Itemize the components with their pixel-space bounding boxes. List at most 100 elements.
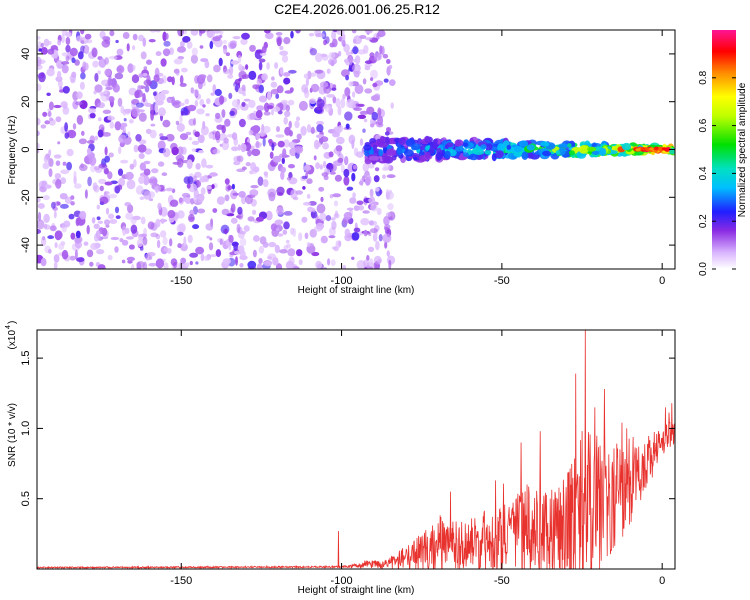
noise-blob (143, 227, 148, 235)
noise-blob (127, 131, 131, 137)
noise-blob (388, 65, 393, 69)
noise-blob (173, 58, 183, 65)
noise-blob (295, 30, 301, 34)
noise-blob (240, 231, 247, 235)
noise-blob (302, 201, 312, 206)
noise-blob (271, 76, 275, 81)
noise-blob (126, 43, 130, 52)
noise-blob (53, 104, 62, 109)
noise-blob (365, 37, 373, 41)
noise-blob (342, 264, 347, 269)
noise-blob (199, 177, 207, 183)
noise-blob (255, 140, 260, 149)
noise-blob (343, 211, 353, 220)
noise-blob (316, 203, 326, 214)
noise-blob (74, 236, 81, 244)
noise-blob (162, 119, 171, 128)
noise-blob (274, 244, 280, 254)
noise-blob (80, 163, 84, 169)
noise-blob (233, 241, 239, 252)
noise-blob (97, 129, 104, 138)
noise-blob (241, 84, 246, 92)
noise-blob (160, 90, 170, 95)
noise-blob (356, 200, 364, 206)
noise-blob (262, 241, 269, 248)
noise-blob (88, 156, 97, 166)
noise-blob (302, 186, 306, 190)
noise-blob (348, 55, 353, 64)
noise-blob (263, 111, 271, 116)
noise-blob (237, 206, 243, 215)
noise-blob (354, 84, 364, 95)
noise-blob (186, 41, 193, 49)
noise-blob (195, 246, 205, 255)
noise-blob (49, 225, 57, 232)
noise-blob (116, 48, 124, 56)
noise-blob (382, 174, 386, 179)
noise-blob (147, 221, 155, 230)
noise-blob (117, 97, 123, 107)
noise-blob (335, 145, 343, 152)
noise-blob (215, 112, 221, 120)
noise-blob (129, 119, 134, 124)
noise-blob (105, 86, 113, 91)
noise-blob (296, 116, 300, 121)
noise-blob (180, 257, 187, 264)
noise-blob (57, 141, 61, 145)
noise-blob (326, 68, 331, 74)
noise-blob (165, 133, 175, 142)
noise-blob (93, 90, 97, 95)
noise-blob (70, 195, 75, 200)
noise-blob (43, 155, 49, 163)
noise-blob (96, 249, 105, 255)
noise-blob (327, 258, 331, 266)
noise-blob (71, 71, 77, 79)
noise-blob (43, 38, 50, 47)
noise-blob (279, 46, 284, 50)
noise-blob (331, 220, 337, 230)
noise-blob (65, 37, 71, 45)
noise-blob (114, 206, 120, 214)
noise-blob (330, 60, 335, 67)
noise-blob (190, 54, 198, 64)
noise-blob (74, 59, 80, 66)
noise-blob (330, 259, 336, 267)
noise-blob (316, 124, 324, 133)
noise-blob (43, 224, 51, 230)
noise-blob (184, 98, 190, 105)
noise-blob (359, 110, 369, 115)
noise-blob (369, 188, 374, 198)
noise-blob (319, 212, 327, 222)
y-tick-label: 1.5 (20, 350, 32, 365)
noise-blob (268, 139, 273, 144)
noise-blob (213, 64, 221, 73)
noise-blob (104, 191, 110, 195)
noise-blob (304, 232, 309, 240)
noise-blob (382, 53, 389, 59)
noise-blob (205, 164, 214, 169)
noise-blob (258, 245, 265, 254)
noise-blob (183, 30, 187, 35)
noise-blob (276, 37, 282, 47)
noise-blob (230, 60, 239, 65)
colorbar: 0.0 0.2 0.4 0.6 0.8 Normalized spectral ampl… (698, 30, 748, 276)
noise-blob (353, 107, 363, 111)
noise-blob (67, 129, 77, 139)
spectrogram-panel: -150 -100 -50 0 -40 -20 0 20 40 Height of strai… (7, 29, 676, 296)
noise-blob (157, 140, 166, 151)
noise-blob (180, 40, 185, 48)
noise-blob (136, 261, 145, 269)
signal-blob (558, 147, 566, 156)
noise-blob (86, 249, 94, 258)
noise-blob (179, 75, 184, 85)
noise-blob (114, 72, 124, 80)
signal-blob (377, 143, 388, 148)
noise-blob (343, 168, 350, 178)
noise-blob (336, 30, 345, 35)
noise-blob (340, 98, 346, 109)
noise-blob (316, 98, 325, 109)
noise-blob (123, 118, 127, 122)
signal-blob (587, 146, 596, 152)
noise-blob (102, 132, 111, 137)
